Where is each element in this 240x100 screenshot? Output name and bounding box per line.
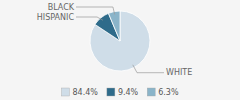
leader-line xyxy=(76,17,103,20)
legend-entry: 9.4% xyxy=(118,88,139,97)
leader-line xyxy=(76,7,115,15)
legend-swatch xyxy=(107,88,115,96)
legend: 84.4% 9.4% 6.3% xyxy=(61,88,178,97)
background xyxy=(0,0,240,100)
chart: WHITE HISPANICBLACK 84.4% 9.4% 6.3% xyxy=(0,0,240,100)
slice-label: BLACK xyxy=(48,3,75,12)
leader-line xyxy=(133,65,164,73)
slice-label: HISPANIC xyxy=(37,13,75,22)
pie-slice xyxy=(90,11,150,71)
slice-label: WHITE xyxy=(166,68,192,77)
legend-swatch xyxy=(147,88,155,96)
legend-swatch xyxy=(61,88,69,96)
legend-entry: 6.3% xyxy=(158,88,179,97)
legend-entry: 84.4% xyxy=(72,88,98,97)
annotations: WHITE HISPANICBLACK xyxy=(37,3,192,78)
pie-slice xyxy=(108,11,120,41)
slices xyxy=(90,11,150,71)
